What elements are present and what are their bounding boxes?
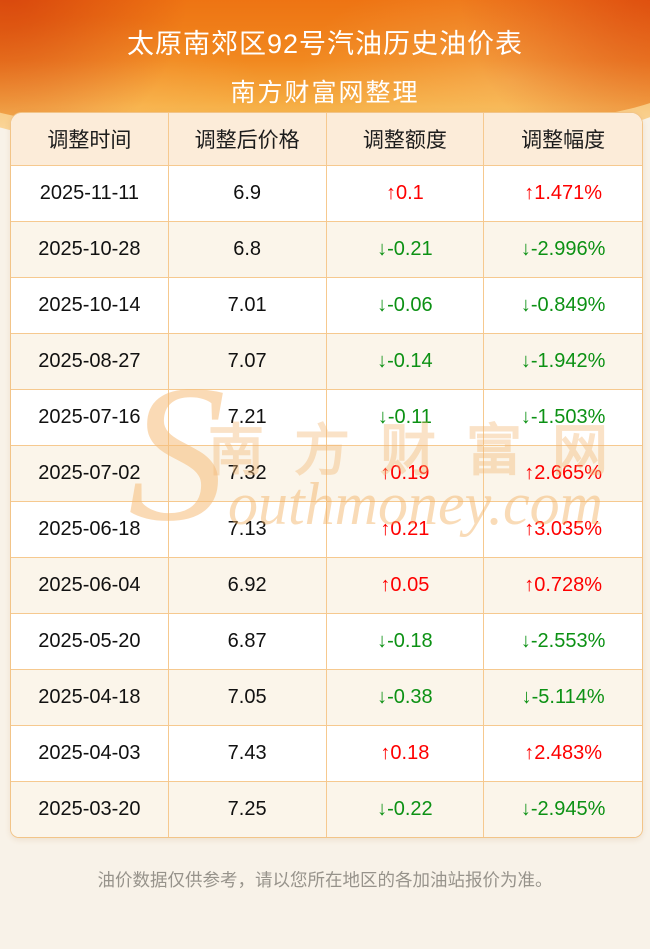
cell-date: 2025-05-20 [11, 614, 169, 670]
cell-price: 7.07 [168, 334, 327, 390]
cell-pct: ↓-0.849% [484, 278, 642, 334]
page-title: 太原南郊区92号汽油历史油价表 [126, 29, 524, 59]
cell-date: 2025-03-20 [11, 782, 169, 837]
cell-date: 2025-06-04 [11, 558, 169, 614]
cell-date: 2025-07-16 [11, 390, 169, 446]
cell-price: 7.25 [168, 782, 327, 837]
cell-change: ↑0.1 [326, 166, 485, 222]
cell-pct: ↓-1.503% [484, 390, 642, 446]
cell-date: 2025-04-18 [11, 670, 169, 726]
cell-pct: ↓-5.114% [484, 670, 642, 726]
cell-pct: ↑1.471% [484, 166, 642, 222]
cell-price: 7.13 [168, 502, 327, 558]
price-history-table: 调整时间 调整后价格 调整额度 调整幅度 2025-11-11 6.9 ↑0.1… [10, 112, 643, 838]
cell-price: 7.43 [168, 726, 327, 782]
column-header-adjust-time: 调整时间 [11, 113, 169, 166]
cell-pct: ↑3.035% [484, 502, 642, 558]
column-header-adjust-amount: 调整额度 [326, 113, 485, 166]
column-header-price-after: 调整后价格 [168, 113, 327, 166]
cell-pct: ↓-2.996% [484, 222, 642, 278]
cell-pct: ↑2.665% [484, 446, 642, 502]
cell-date: 2025-10-14 [11, 278, 169, 334]
cell-change: ↓-0.38 [326, 670, 485, 726]
disclaimer-text: 油价数据仅供参考，请以您所在地区的各加油站报价为准。 [97, 870, 553, 890]
column-header-adjust-pct: 调整幅度 [484, 113, 642, 166]
cell-date: 2025-06-18 [11, 502, 169, 558]
cell-price: 6.9 [168, 166, 327, 222]
hero-titles: 太原南郊区92号汽油历史油价表 南方财富网整理 [0, 0, 650, 109]
cell-price: 6.92 [168, 558, 327, 614]
cell-pct: ↓-1.942% [484, 334, 642, 390]
cell-date: 2025-04-03 [11, 726, 169, 782]
cell-date: 2025-07-02 [11, 446, 169, 502]
page-subtitle: 南方财富网整理 [230, 79, 420, 107]
cell-change: ↑0.18 [326, 726, 485, 782]
cell-price: 7.32 [168, 446, 327, 502]
cell-change: ↓-0.18 [326, 614, 485, 670]
cell-date: 2025-11-11 [11, 166, 169, 222]
cell-pct: ↓-2.945% [484, 782, 642, 837]
hero-banner [0, 0, 650, 134]
cell-price: 7.21 [168, 390, 327, 446]
cell-price: 6.87 [168, 614, 327, 670]
cell-change: ↓-0.14 [326, 334, 485, 390]
cell-price: 7.05 [168, 670, 327, 726]
cell-change: ↑0.21 [326, 502, 485, 558]
cell-change: ↓-0.06 [326, 278, 485, 334]
cell-change: ↓-0.11 [326, 390, 485, 446]
cell-price: 7.01 [168, 278, 327, 334]
cell-change: ↓-0.21 [326, 222, 485, 278]
cell-price: 6.8 [168, 222, 327, 278]
cell-change: ↑0.19 [326, 446, 485, 502]
cell-change: ↑0.05 [326, 558, 485, 614]
cell-pct: ↓-2.553% [484, 614, 642, 670]
cell-date: 2025-08-27 [11, 334, 169, 390]
cell-pct: ↑2.483% [484, 726, 642, 782]
cell-pct: ↑0.728% [484, 558, 642, 614]
cell-change: ↓-0.22 [326, 782, 485, 837]
cell-date: 2025-10-28 [11, 222, 169, 278]
